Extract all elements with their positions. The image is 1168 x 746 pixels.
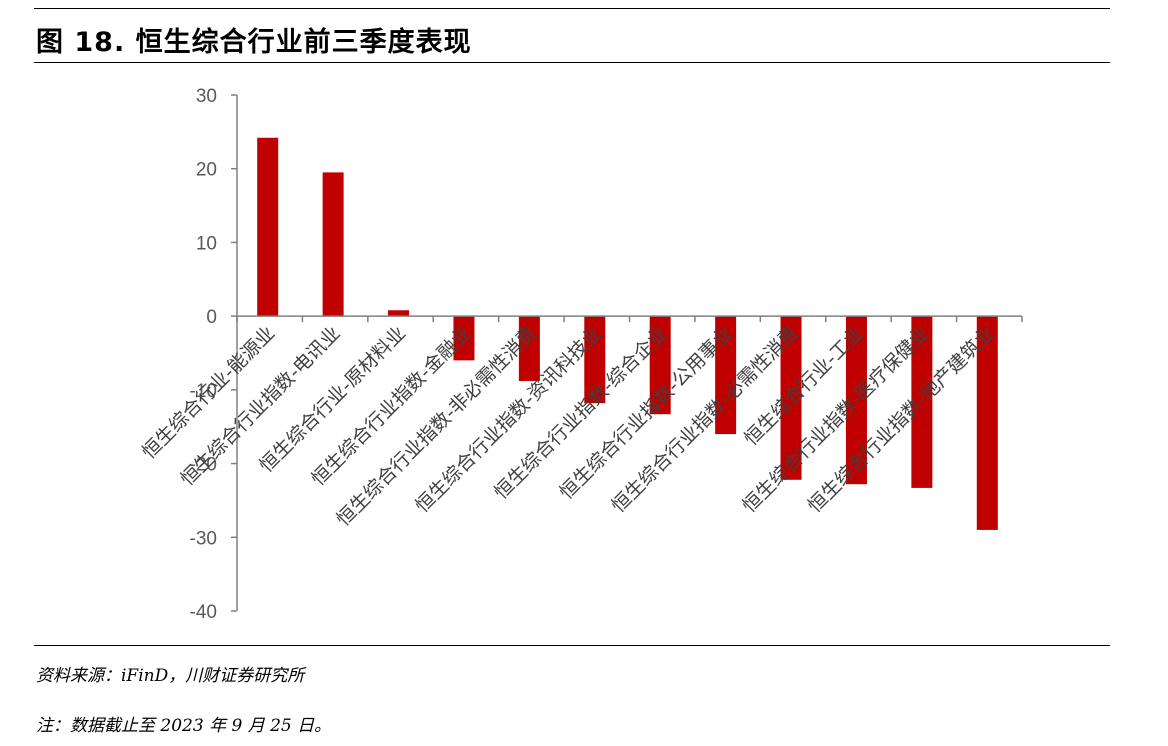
- bar: [388, 310, 410, 317]
- y-tick-label: 0: [206, 307, 217, 328]
- date-note: 注：数据截止至 2023 年 9 月 25 日。: [36, 716, 332, 736]
- bar: [780, 316, 802, 480]
- bar: [584, 316, 606, 404]
- bar: [911, 316, 933, 488]
- y-tick-label: 20: [196, 160, 217, 181]
- top-rule: [34, 8, 1110, 9]
- x-axis: [236, 315, 1023, 323]
- title-rule: [34, 62, 1110, 63]
- y-tick-label: -40: [190, 602, 217, 623]
- bottom-rule: [34, 645, 1110, 646]
- figure-title: 图 18. 恒生综合行业前三季度表现: [36, 27, 472, 58]
- bar: [257, 137, 279, 317]
- y-tick-label: -10: [190, 381, 217, 402]
- bar: [715, 316, 737, 435]
- y-tick-label: 10: [196, 233, 217, 254]
- bar: [453, 316, 475, 361]
- bar-chart: 30 20 10 0 -10 -20 -30 -40 恒生综合行业-能源业恒生综合行业指数-电…: [138, 86, 1023, 623]
- y-tick-label: 30: [196, 86, 217, 107]
- bar: [649, 316, 671, 415]
- bar: [322, 172, 344, 317]
- y-tick-label: -30: [190, 528, 217, 549]
- source-note: 资料来源：iFinD，川财证券研究所: [36, 666, 305, 686]
- category-labels: 恒生综合行业-能源业恒生综合行业指数-电讯业恒生综合行业-原材料业恒生综合行业指…: [138, 322, 999, 530]
- y-tick-label: -20: [190, 455, 217, 476]
- bar: [976, 316, 998, 530]
- bars: [257, 137, 998, 530]
- bar: [518, 316, 540, 382]
- bar: [845, 316, 867, 485]
- y-axis: 30 20 10 0 -10 -20 -30 -40: [190, 86, 238, 623]
